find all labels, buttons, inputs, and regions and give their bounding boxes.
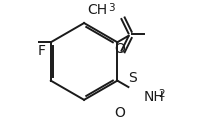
Text: 2: 2 [158, 89, 165, 99]
Text: 3: 3 [108, 3, 115, 13]
Text: O: O [114, 42, 125, 56]
Text: F: F [38, 44, 46, 58]
Text: NH: NH [144, 90, 164, 104]
Text: O: O [114, 106, 125, 120]
Text: CH: CH [87, 3, 107, 17]
Text: S: S [128, 71, 136, 85]
